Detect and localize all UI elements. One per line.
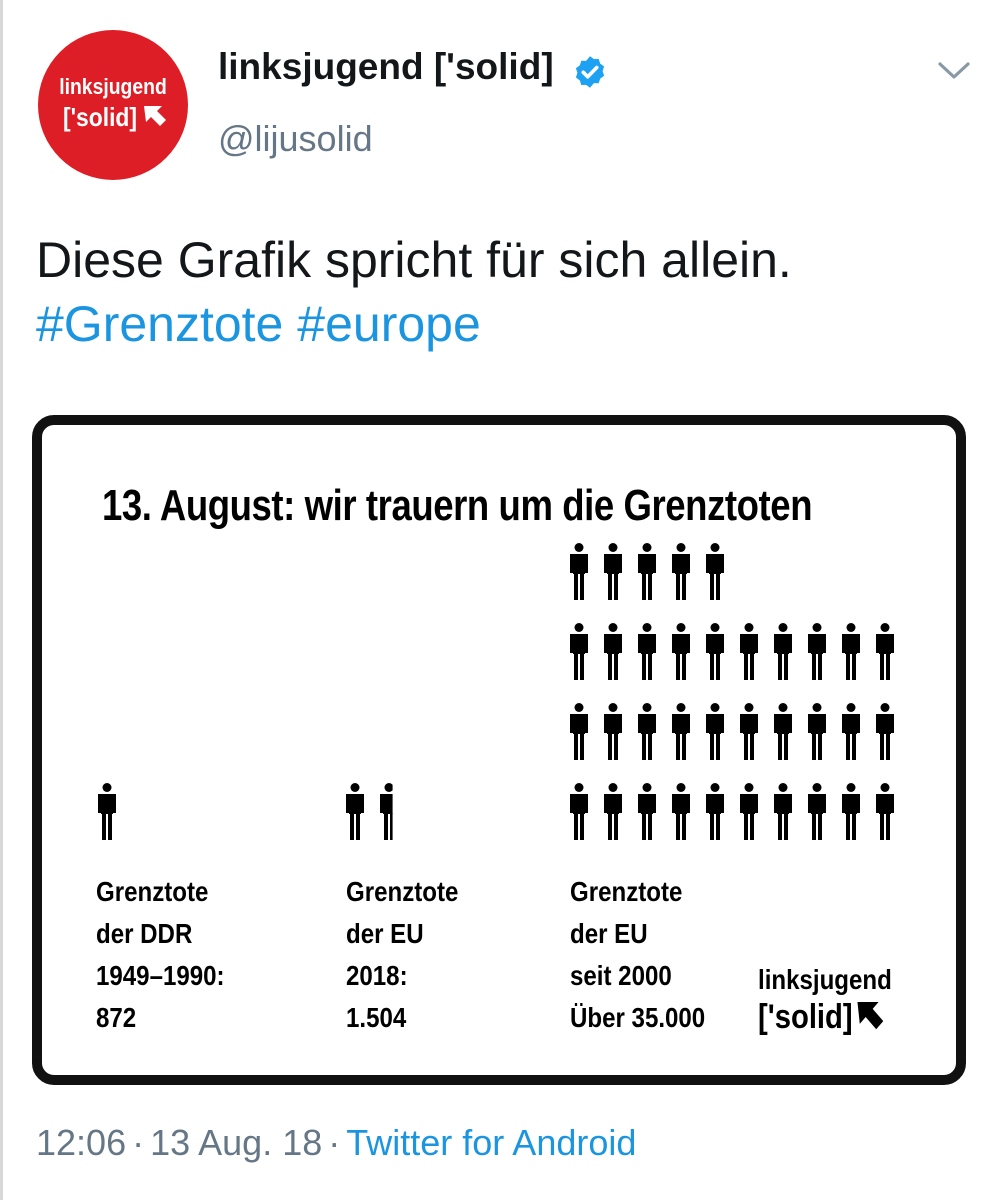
- person-icon: [570, 783, 588, 840]
- verified-badge-icon: [575, 56, 605, 88]
- left-edge-divider: [0, 0, 3, 1200]
- person-icon: [808, 783, 826, 840]
- graphic-logo-line1: linksjugend: [758, 964, 892, 995]
- tweet-source-link[interactable]: Twitter for Android: [346, 1122, 637, 1163]
- hashtag-line: #Grenztote #europe: [36, 292, 976, 356]
- person-icon: [706, 703, 724, 760]
- tweet-text: Diese Grafik spricht für sich allein. #G…: [36, 228, 976, 356]
- person-icon: [842, 703, 860, 760]
- graphic-logo-line2: ['solid]: [758, 998, 853, 1036]
- person-icon: [808, 623, 826, 680]
- person-icon: [638, 703, 656, 760]
- person-icon: [740, 703, 758, 760]
- person-icon: [604, 783, 622, 840]
- person-icon: [638, 623, 656, 680]
- graphic-logo: linksjugend ['solid]: [758, 963, 892, 1037]
- person-icon: [638, 543, 656, 600]
- person-icon: [740, 623, 758, 680]
- person-icon: [706, 543, 724, 600]
- person-icon: [774, 623, 792, 680]
- person-icon: [842, 623, 860, 680]
- person-icon: [740, 783, 758, 840]
- person-icon: [876, 783, 894, 840]
- person-icon: [98, 783, 116, 840]
- tweet-body-text: Diese Grafik spricht für sich allein.: [36, 232, 792, 288]
- person-icon: [842, 783, 860, 840]
- person-icon: [570, 543, 588, 600]
- profile-avatar[interactable]: linksjugend ['solid]: [38, 30, 188, 180]
- person-icon: [808, 703, 826, 760]
- person-icon: [672, 623, 690, 680]
- person-icon: [346, 783, 364, 840]
- arrow-up-left-icon: [857, 1002, 883, 1030]
- label-ddr: Grenztote der DDR 1949–1990: 872: [96, 876, 225, 1033]
- person-icon: [672, 703, 690, 760]
- chevron-down-icon[interactable]: [934, 58, 974, 84]
- person-icon: [570, 623, 588, 680]
- label-eu-2018: Grenztote der EU 2018: 1.504: [346, 876, 459, 1033]
- user-handle[interactable]: @lijusolid: [218, 118, 373, 159]
- person-icon: [604, 703, 622, 760]
- person-icon: [706, 623, 724, 680]
- person-icon: [604, 623, 622, 680]
- avatar-text-line1: linksjugend: [59, 75, 167, 99]
- tweet-meta: 12:06 · 13 Aug. 18 · Twitter for Android: [36, 1122, 637, 1163]
- partial-person-icon: [380, 783, 393, 840]
- person-icon: [876, 703, 894, 760]
- avatar-arrow-icon: [144, 106, 166, 126]
- label-eu-since-2000: Grenztote der EU seit 2000 Über 35.000: [570, 876, 706, 1033]
- person-icon: [604, 543, 622, 600]
- person-icon: [774, 783, 792, 840]
- hashtag-grenztote[interactable]: #Grenztote: [36, 296, 284, 352]
- avatar-text-line2: ['solid]: [63, 104, 137, 133]
- graphic-title: 13. August: wir trauern um die Grenztote…: [102, 481, 813, 530]
- tweet-time[interactable]: 12:06: [36, 1122, 127, 1163]
- person-icon: [876, 623, 894, 680]
- person-icon: [570, 703, 588, 760]
- person-icon: [774, 703, 792, 760]
- hashtag-europe[interactable]: #europe: [297, 296, 481, 352]
- person-icon: [672, 543, 690, 600]
- display-name[interactable]: linksjugend ['solid]: [218, 46, 554, 87]
- tweet-date[interactable]: 13 Aug. 18: [150, 1122, 323, 1163]
- tweet-media-image[interactable]: 13. August: wir trauern um die Grenztote…: [32, 415, 966, 1085]
- person-icon: [706, 783, 724, 840]
- person-icon: [672, 783, 690, 840]
- person-icon: [638, 783, 656, 840]
